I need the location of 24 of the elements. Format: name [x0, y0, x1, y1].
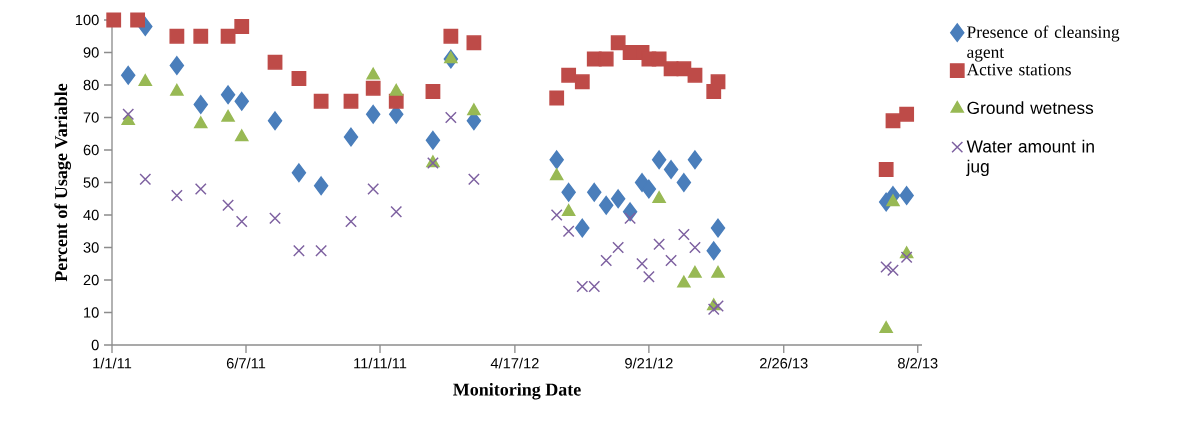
- y-tick-label: 20: [83, 274, 99, 286]
- y-tick-label: 90: [83, 47, 99, 58]
- y-tick-label: 10: [84, 307, 99, 318]
- y-tick-label: 70: [83, 112, 99, 123]
- y-tick-label: 80: [83, 79, 99, 91]
- legend-label: Presence of cleansing agent: [967, 25, 1120, 62]
- x-tick-label: 9/21/12: [625, 357, 673, 369]
- y-tick-label: 30: [83, 242, 99, 253]
- y-tick-label: 50: [83, 177, 99, 188]
- y-tick-label: 60: [83, 144, 99, 156]
- y-tick-label: 0: [91, 339, 99, 351]
- x-tick-label: 2/26/13: [760, 357, 808, 369]
- legend-label: Ground wetness: [967, 101, 1094, 114]
- x-tick-label: 1/1/11: [93, 357, 132, 369]
- x-tick-label: 6/7/11: [226, 357, 266, 369]
- y-axis-title: Percent of Usage Variable: [54, 83, 71, 282]
- y-tick-label: 40: [83, 209, 99, 221]
- x-tick-label: 4/17/12: [490, 357, 539, 369]
- x-tick-label: 8/2/13: [897, 357, 938, 369]
- legend-label: Active stations: [966, 63, 1071, 76]
- legend-label: Water amount in jug: [966, 139, 1094, 176]
- x-tick-label: 11/11/11: [354, 357, 407, 369]
- x-axis-title: Monitoring Date: [453, 382, 581, 400]
- y-tick-label: 100: [75, 14, 99, 26]
